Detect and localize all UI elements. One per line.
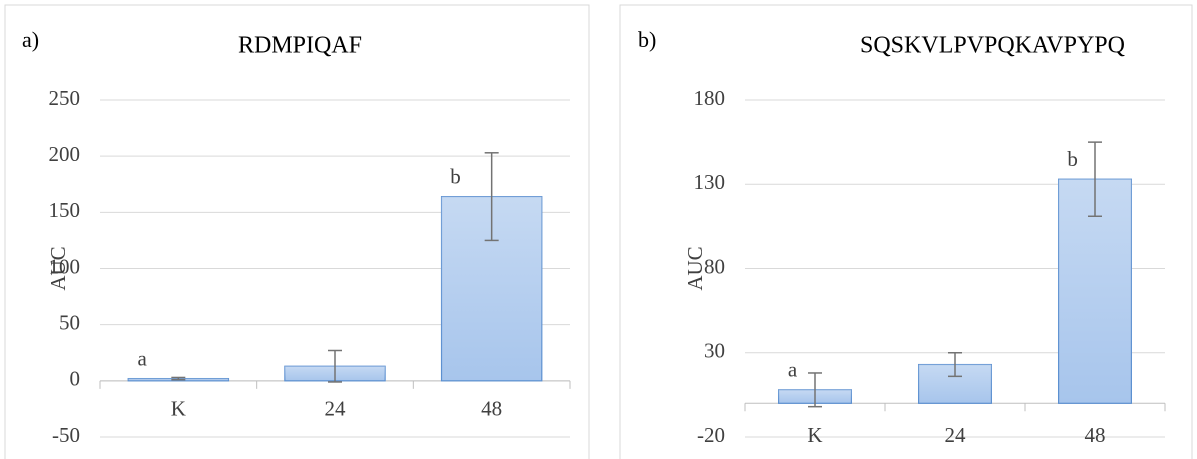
chart-title: SQSKVLPVPQKAVPYPQ: [860, 33, 1125, 59]
x-tick-label: 24: [945, 423, 967, 447]
x-tick-label: 48: [481, 397, 502, 421]
chart-title: RDMPIQAF: [238, 33, 362, 59]
significance-letter: b: [1067, 147, 1078, 171]
panel-label: b): [638, 27, 656, 52]
x-tick-label: K: [807, 423, 822, 447]
y-tick-label: -20: [697, 423, 725, 447]
y-axis-label: AUC: [683, 246, 707, 290]
y-tick-label: 250: [49, 86, 81, 110]
y-tick-label: 50: [59, 310, 80, 334]
y-tick-label: 80: [704, 254, 725, 278]
y-tick-label: 180: [694, 86, 726, 110]
y-tick-label: 30: [704, 339, 725, 363]
panel-border: [619, 4, 1193, 459]
y-tick-label: 200: [49, 142, 81, 166]
significance-letter: a: [788, 358, 798, 382]
y-tick-label: 130: [694, 170, 726, 194]
x-tick-label: 48: [1085, 423, 1106, 447]
y-tick-label: 150: [49, 198, 81, 222]
x-tick-label: K: [171, 397, 186, 421]
x-tick-label: 24: [325, 397, 347, 421]
panel-label: a): [22, 27, 39, 52]
y-tick-label: 100: [49, 254, 81, 278]
significance-letter: a: [138, 346, 148, 370]
y-axis-label: AUC: [46, 246, 70, 290]
significance-letter: b: [450, 164, 461, 188]
y-tick-label: -50: [52, 423, 80, 447]
panel-border: [4, 4, 590, 459]
y-tick-label: 0: [70, 367, 81, 391]
